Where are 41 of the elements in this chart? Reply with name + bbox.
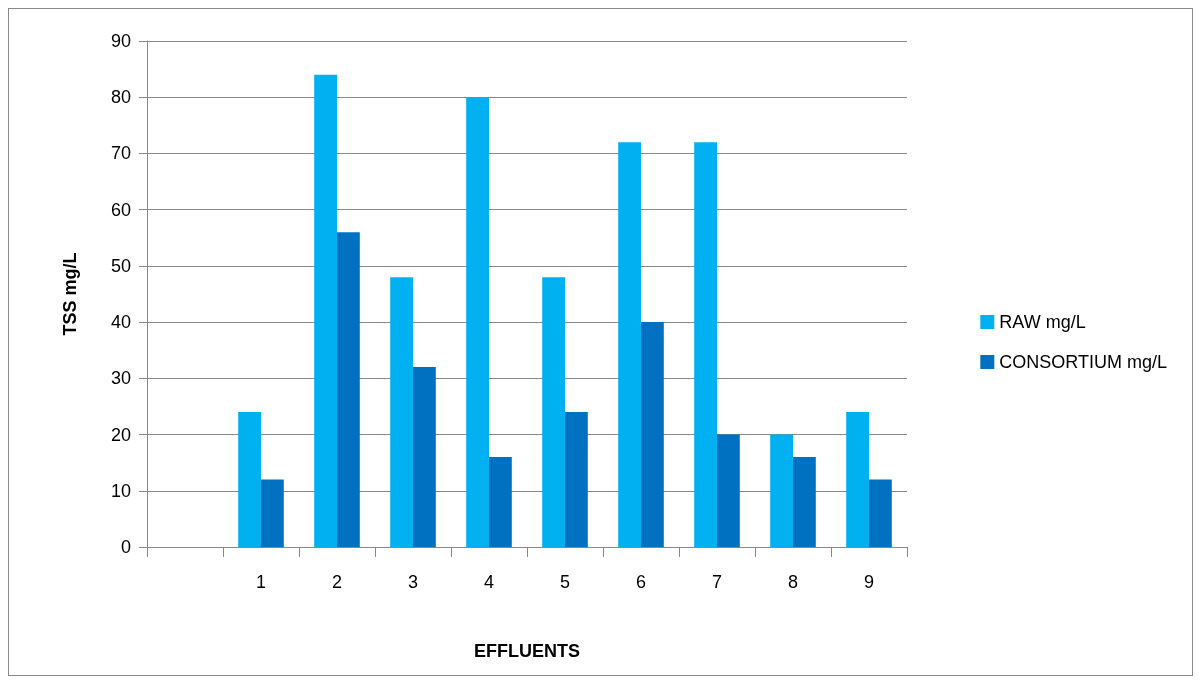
bar xyxy=(337,232,360,547)
y-tick-label: 60 xyxy=(110,199,131,220)
bar xyxy=(717,434,740,547)
bar xyxy=(390,277,413,547)
x-tick-label: 6 xyxy=(635,572,647,592)
bar xyxy=(413,367,436,547)
bar xyxy=(869,479,892,547)
y-tick-label: 70 xyxy=(110,143,131,164)
y-tick-label: 30 xyxy=(110,368,131,389)
x-tick-label: 9 xyxy=(863,572,875,592)
legend-label: RAW mg/L xyxy=(999,312,1086,332)
x-tick-label: 2 xyxy=(331,572,343,592)
y-tick-label: 20 xyxy=(110,424,131,445)
y-tick-label: 0 xyxy=(120,537,131,557)
bar xyxy=(694,142,717,547)
bar xyxy=(489,457,512,547)
x-axis-title: EFFLUENTS xyxy=(474,641,580,661)
bar xyxy=(314,74,337,547)
bar xyxy=(846,412,869,547)
y-tick-label: 50 xyxy=(110,255,131,276)
bar xyxy=(466,97,489,547)
bar xyxy=(770,434,793,547)
y-tick-label: 40 xyxy=(110,312,131,333)
x-tick-label: 8 xyxy=(787,572,799,592)
x-tick-label: 4 xyxy=(483,572,495,592)
legend-label: CONSORTIUM mg/L xyxy=(999,352,1167,372)
x-tick-label: 7 xyxy=(711,572,723,592)
x-tick-label: 5 xyxy=(559,572,571,592)
bar xyxy=(542,277,565,547)
bar xyxy=(261,479,284,547)
y-tick-label: 90 xyxy=(110,31,131,51)
x-tick-label: 3 xyxy=(407,572,419,592)
y-tick-label: 80 xyxy=(110,87,131,108)
y-tick-label: 10 xyxy=(110,480,131,501)
x-tick-label: 1 xyxy=(255,572,267,592)
bar xyxy=(641,322,664,547)
bar xyxy=(793,457,816,547)
bar xyxy=(565,412,588,547)
bar xyxy=(618,142,641,547)
bar xyxy=(238,412,261,547)
y-axis-title: TSS mg/L xyxy=(60,252,80,336)
